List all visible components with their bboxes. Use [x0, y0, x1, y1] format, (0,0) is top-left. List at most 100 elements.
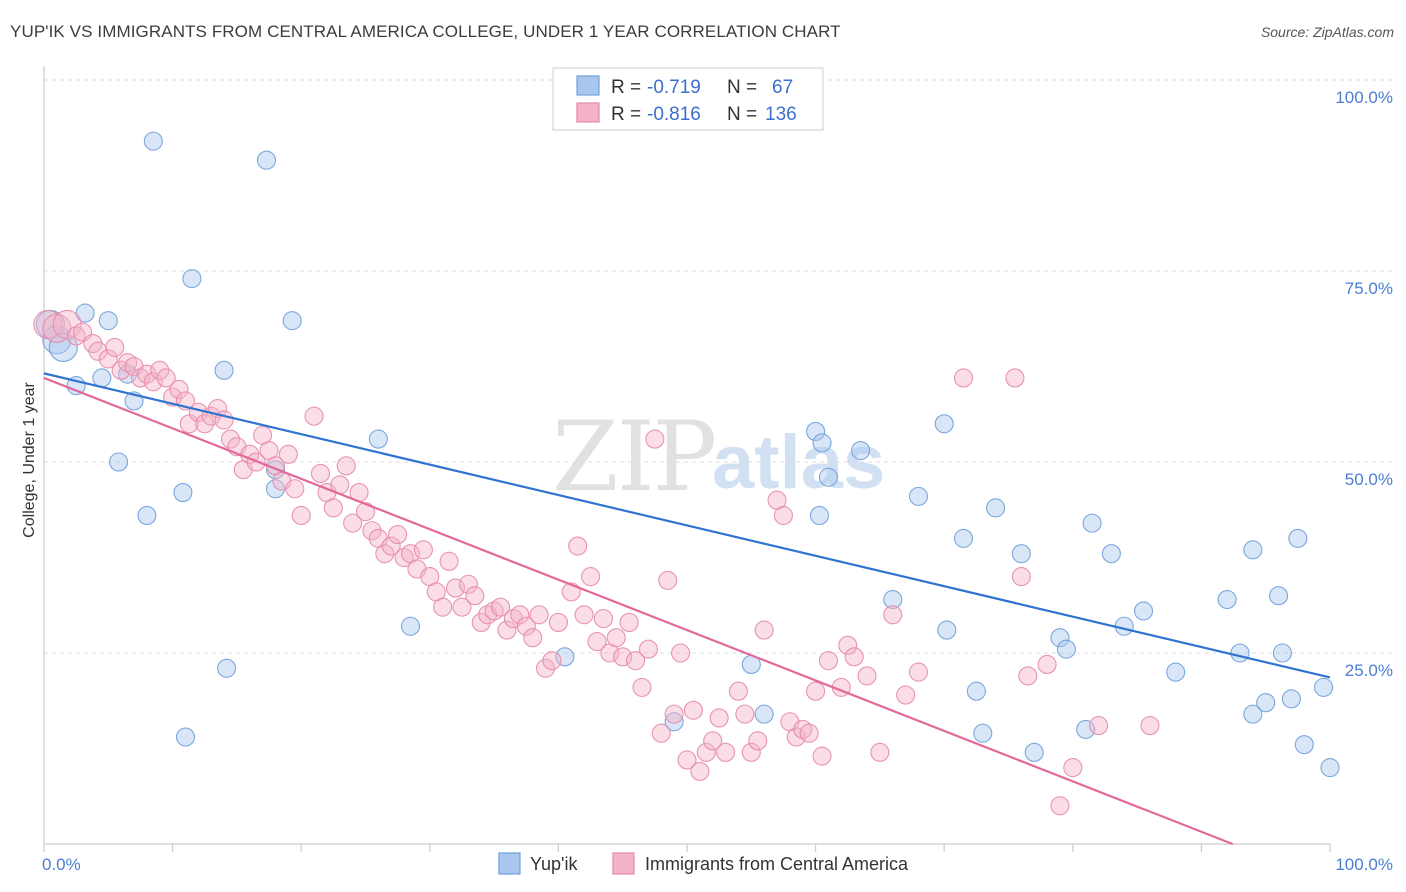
- central-america-point-93: [664, 704, 684, 724]
- yupik-point-35: [937, 620, 957, 640]
- y-tick-labels: 100.0% 75.0% 50.0% 25.0%: [1335, 88, 1393, 680]
- central-america-point-97: [690, 761, 710, 781]
- central-america-point-51: [388, 525, 408, 545]
- central-america-point-104: [741, 742, 761, 762]
- central-america-point-91: [651, 723, 671, 743]
- yupik-point-57: [1281, 689, 1301, 709]
- central-america-point-67: [490, 597, 511, 617]
- trend-lines: [43, 372, 1331, 846]
- central-america-point-44: [343, 513, 363, 533]
- central-america-point-16: [156, 368, 176, 388]
- yupik-point-27: [806, 421, 826, 441]
- yupik-point-55: [1269, 586, 1289, 606]
- legend-swatch-central-america: [576, 102, 600, 123]
- central-america-point-105: [748, 731, 768, 751]
- central-america-point-132: [1140, 716, 1160, 736]
- central-america-point-102: [728, 681, 748, 701]
- central-america-point-114: [812, 746, 832, 766]
- central-america-point-78: [568, 536, 588, 556]
- central-america-point-96: [683, 700, 703, 720]
- central-america-point-64: [471, 612, 491, 632]
- central-america-point-90: [645, 429, 665, 449]
- yupik-point-60: [1314, 677, 1334, 697]
- central-america-point-89: [638, 639, 658, 659]
- yupik-point-32: [883, 589, 903, 610]
- central-america-point-127: [1018, 666, 1038, 686]
- central-america-point-123: [908, 662, 929, 682]
- yupik-point-12: [173, 483, 193, 503]
- yupik-points: [35, 131, 1340, 778]
- central-america-point-47: [362, 521, 382, 541]
- central-america-point-68: [497, 620, 517, 640]
- central-america-point-49: [375, 544, 395, 564]
- yupik-point-1: [42, 325, 72, 355]
- legend-r-label-2: R =: [611, 104, 641, 125]
- legend-r-value-2: -0.816: [647, 104, 701, 125]
- central-america-point-110: [786, 727, 806, 747]
- central-america-point-37: [291, 505, 311, 526]
- central-america-point-13: [137, 364, 157, 384]
- central-america-point-74: [535, 658, 556, 678]
- yupik-point-6: [92, 368, 112, 388]
- legend-n-value-1: 67: [772, 77, 793, 98]
- central-america-point-7: [98, 349, 118, 369]
- yupik-point-30: [818, 467, 839, 487]
- central-america-point-38: [304, 406, 324, 426]
- yupik-point-61: [1320, 758, 1340, 778]
- yupik-point-58: [1288, 528, 1308, 548]
- central-america-point-100: [709, 708, 729, 728]
- legend-n-value-2: 136: [765, 104, 797, 125]
- central-america-point-14: [143, 372, 163, 392]
- yupik-point-36: [953, 528, 974, 548]
- central-america-point-130: [1063, 758, 1083, 778]
- y-tick-label-0: 100.0%: [1335, 88, 1393, 107]
- central-america-point-46: [355, 502, 376, 522]
- central-america-point-106: [754, 620, 774, 640]
- central-america-point-84: [606, 628, 626, 648]
- central-america-point-36: [285, 479, 305, 499]
- central-america-point-39: [310, 463, 331, 484]
- y-tick-label-2: 50.0%: [1345, 470, 1393, 489]
- yupik-point-8: [143, 131, 163, 151]
- yupik-point-51: [1230, 643, 1250, 663]
- central-america-point-35: [278, 444, 298, 464]
- central-america-point-59: [439, 551, 459, 571]
- central-america-point-61: [452, 597, 472, 617]
- central-america-point-92: [658, 570, 678, 590]
- central-america-point-62: [458, 574, 478, 594]
- central-america-point-119: [857, 666, 877, 686]
- legend-swatch-yupik: [576, 75, 600, 96]
- yupik-point-40: [1011, 544, 1031, 564]
- yupik-point-52: [1243, 540, 1263, 560]
- central-america-point-15: [150, 360, 170, 380]
- yupik-point-26: [754, 704, 774, 724]
- yupik-point-33: [908, 486, 929, 506]
- source-credit: Source: ZipAtlas.com: [1260, 24, 1394, 40]
- central-america-point-81: [587, 631, 607, 652]
- yupik-point-59: [1294, 735, 1314, 755]
- yupik-point-37: [966, 681, 986, 701]
- watermark-zip: ZIP: [552, 401, 715, 513]
- yupik-point-15: [214, 360, 234, 380]
- central-america-point-86: [619, 612, 639, 632]
- central-america-point-122: [896, 685, 916, 705]
- central-america-point-131: [1088, 716, 1109, 736]
- central-america-point-43: [336, 456, 356, 476]
- central-america-point-18: [169, 379, 189, 399]
- yupik-point-3: [98, 311, 118, 331]
- central-america-point-103: [735, 704, 755, 724]
- legend-r-label-1: R =: [611, 77, 641, 98]
- central-america-point-8: [105, 337, 125, 357]
- yupik-point-10: [109, 452, 129, 472]
- legend-n-label-2: N =: [727, 104, 757, 125]
- series-legend-swatch-yupik: [498, 852, 521, 875]
- central-america-points: [33, 309, 1160, 816]
- yupik-point-38: [973, 723, 993, 743]
- x-tick-label-1: 100.0%: [1335, 855, 1393, 874]
- yupik-point-49: [1166, 662, 1186, 682]
- chart-title: YUP'IK VS IMMIGRANTS FROM CENTRAL AMERIC…: [10, 22, 841, 41]
- y-tick-label-1: 75.0%: [1345, 279, 1393, 298]
- yupik-point-39: [986, 498, 1006, 518]
- central-america-point-88: [632, 677, 652, 697]
- central-america-point-126: [1011, 567, 1031, 587]
